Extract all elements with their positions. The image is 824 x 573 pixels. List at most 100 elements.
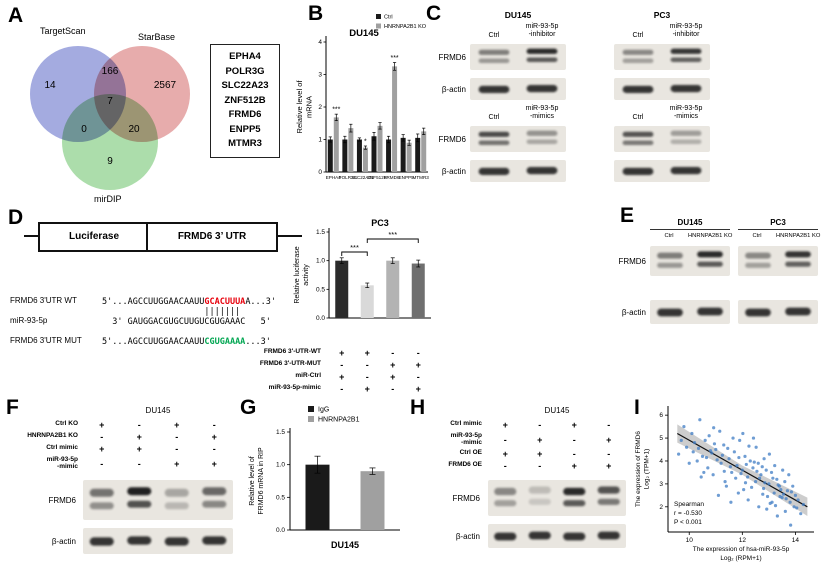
condition-cell: - — [340, 360, 344, 370]
bar — [362, 147, 368, 172]
scatter-point — [687, 461, 691, 465]
scatter-point — [773, 463, 777, 468]
condition-cell: - — [365, 360, 369, 370]
text-label: ZNF512B — [367, 175, 387, 180]
bar — [386, 260, 400, 318]
western-blot — [614, 160, 710, 182]
protein-band — [785, 307, 811, 316]
scatter-point — [700, 454, 705, 458]
condition-cell: - — [340, 384, 344, 394]
blot-row-label: FRMD6 — [618, 257, 646, 266]
scatter-point — [720, 453, 725, 457]
condition-cell: - — [137, 420, 141, 430]
scatter-point — [751, 466, 755, 470]
protein-band — [657, 308, 683, 317]
condition-cell: + — [136, 432, 142, 442]
seq-suffix: A...3' — [245, 297, 277, 307]
blot-image — [470, 78, 566, 100]
blot-background — [83, 528, 233, 554]
luciferase-box: Luciferase — [38, 222, 150, 252]
gene-item: MTMR3 — [228, 138, 262, 149]
bar — [327, 139, 333, 172]
legend-swatch — [376, 23, 381, 29]
text-label: 0.0 — [276, 527, 285, 534]
text-label: HNRNPA2B1 KO — [384, 24, 427, 30]
condition-cell: + — [211, 432, 217, 442]
protein-band — [89, 488, 114, 497]
condition-cell: + — [415, 384, 421, 394]
protein-band — [670, 167, 702, 175]
protein-band — [164, 502, 189, 510]
blot-image — [650, 300, 730, 324]
scatter-point — [762, 457, 766, 461]
header-underline — [738, 229, 818, 230]
condition-cell: - — [538, 420, 542, 430]
lane-label: HNRNPA2B1 KO — [688, 233, 733, 239]
legend-swatch — [308, 406, 314, 412]
scatter-point — [726, 446, 730, 450]
panel-label-i: I — [634, 396, 640, 419]
protein-band — [526, 130, 558, 136]
seq-prefix: 3' GAUGGACGUGCUUGU — [102, 317, 205, 327]
bar — [360, 471, 385, 530]
text-label: MTMR3 — [413, 175, 430, 180]
pairing-bars: ||||||| — [102, 307, 241, 317]
significance-stars: *** — [350, 243, 359, 252]
text-label: 0.0 — [316, 315, 325, 322]
panel-label-d: D — [8, 206, 24, 229]
scatter-point — [696, 446, 701, 450]
scatter-point — [712, 426, 716, 430]
blot-background — [614, 160, 710, 182]
text-label: 4 — [659, 458, 663, 465]
blot-background — [650, 246, 730, 276]
panel-c-blots: DU145 PC3 Ctrl miR-93-5p -inhibitor Ctrl… — [424, 10, 764, 202]
text-label: POLR3G — [339, 175, 358, 180]
venn-set-label-mirdip: mirDIP — [94, 194, 122, 204]
blot-image — [738, 300, 818, 324]
western-blot — [488, 480, 626, 516]
gene-item: EPHA4 — [229, 51, 261, 62]
seq-prefix: 5'...AGCCUUGGAACAAUU — [102, 297, 205, 307]
gene-item: FRMD6 — [228, 109, 262, 120]
scatter-correlation-plot: 10 12 14 2 3 4 5 6 The expression of hsa-miR-93-… — [635, 406, 814, 562]
condition-cell: - — [416, 348, 420, 358]
condition-row-label: miR-Ctrl — [295, 372, 321, 379]
text-label: 2 — [318, 104, 322, 111]
blot-image — [488, 524, 626, 548]
protein-band — [526, 139, 558, 144]
condition-row-label: miR-93-5p-mimic — [268, 384, 321, 391]
condition-cell: + — [211, 459, 217, 469]
venn-set-label-targetscan: TargetScan — [40, 26, 86, 36]
condition-row-label: Ctrl mimic — [450, 420, 482, 427]
scatter-point — [783, 509, 787, 513]
scatter-point — [771, 476, 775, 480]
text-label: 0 — [318, 169, 322, 176]
blot-row-label: FRMD6 — [438, 53, 466, 62]
condition-cell: - — [503, 461, 507, 471]
scatter-point — [682, 425, 686, 429]
condition-cell: - — [503, 435, 507, 445]
lane-label: miR-93-5p -inhibitor — [525, 23, 559, 38]
scatter-point — [775, 477, 779, 481]
scatter-point — [712, 442, 717, 446]
condition-cell: - — [391, 348, 395, 358]
scatter-point — [752, 460, 756, 464]
scatter-point — [724, 484, 728, 488]
scatter-point — [761, 486, 766, 491]
scatter-point — [769, 470, 774, 475]
significance-stars: *** — [388, 230, 397, 239]
blot-background — [650, 300, 730, 324]
condition-cell: - — [100, 459, 104, 469]
scatter-point — [743, 481, 748, 485]
text-label: DU145 — [331, 540, 359, 550]
venn-count-starbase-mirdip: 20 — [128, 124, 140, 135]
sequence-mir: miR-93-5p 3' GAUGGACGUGCUUGUCGUGAAAC 5' — [10, 316, 271, 327]
seq-suffix: C 5' — [240, 317, 271, 327]
bar — [360, 285, 374, 318]
sig-bracket — [341, 251, 368, 256]
scatter-point — [718, 429, 722, 433]
condition-cell: - — [572, 449, 576, 459]
cell-line-header: DU145 — [504, 10, 532, 20]
western-blot — [83, 480, 233, 520]
blot-background — [488, 524, 626, 548]
